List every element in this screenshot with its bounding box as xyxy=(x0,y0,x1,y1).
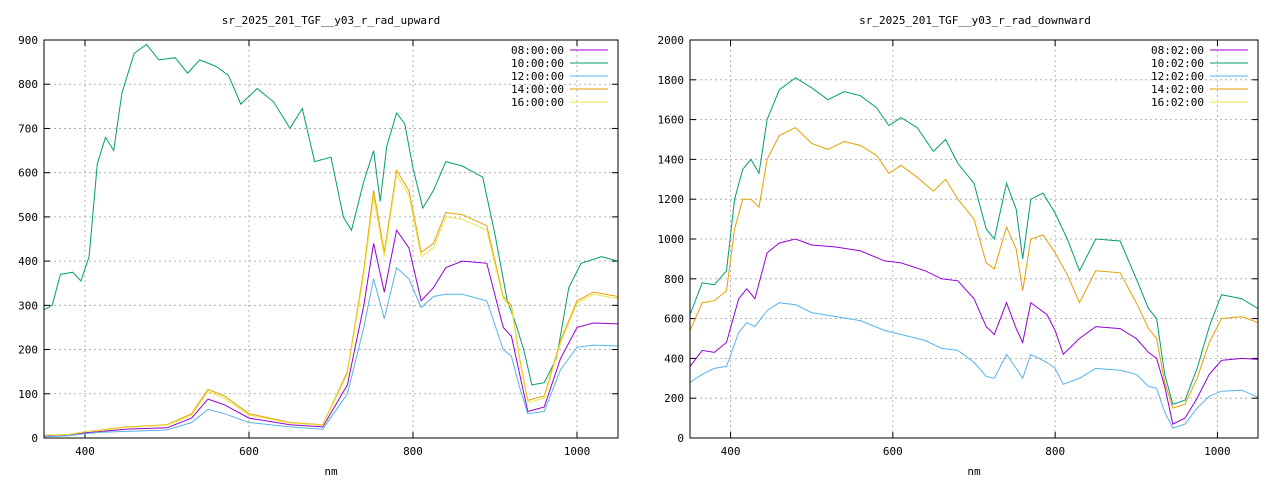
legend-label: 08:02:00 xyxy=(1151,44,1204,57)
series-line-4 xyxy=(690,126,1258,409)
x-tick-label: 1000 xyxy=(1204,445,1231,458)
chart-title: sr_2025_201_TGF__y03_r_rad_downward xyxy=(859,14,1091,27)
x-axis-label: nm xyxy=(324,465,338,478)
legend-label: 08:00:00 xyxy=(511,44,564,57)
y-tick-label: 200 xyxy=(18,344,38,357)
y-tick-label: 600 xyxy=(664,313,684,326)
y-tick-label: 0 xyxy=(677,432,684,445)
y-tick-label: 1000 xyxy=(658,233,685,246)
y-tick-label: 1400 xyxy=(658,153,685,166)
series-line-1 xyxy=(44,228,618,437)
series-line-3 xyxy=(44,266,618,438)
legend-label: 14:02:00 xyxy=(1151,83,1204,96)
y-tick-label: 1200 xyxy=(658,193,685,206)
legend-label: 16:00:00 xyxy=(511,96,564,109)
series-line-4 xyxy=(44,169,618,436)
legend-label: 16:02:00 xyxy=(1151,96,1204,109)
y-tick-label: 500 xyxy=(18,211,38,224)
x-tick-label: 600 xyxy=(883,445,903,458)
y-tick-label: 600 xyxy=(18,167,38,180)
series-line-5 xyxy=(44,173,618,436)
x-tick-label: 800 xyxy=(403,445,423,458)
y-tick-label: 2000 xyxy=(658,34,685,47)
y-tick-label: 400 xyxy=(664,352,684,365)
y-tick-label: 400 xyxy=(18,255,38,268)
y-tick-label: 1800 xyxy=(658,74,685,87)
x-tick-label: 400 xyxy=(721,445,741,458)
series-line-3 xyxy=(690,302,1258,429)
series-line-2 xyxy=(690,77,1258,405)
chart-title: sr_2025_201_TGF__y03_r_rad_upward xyxy=(222,14,441,27)
x-tick-label: 800 xyxy=(1045,445,1065,458)
series-line-2 xyxy=(44,43,618,386)
x-tick-label: 1000 xyxy=(564,445,591,458)
legend-label: 10:00:00 xyxy=(511,57,564,70)
y-tick-label: 800 xyxy=(18,78,38,91)
legend-label: 12:00:00 xyxy=(511,70,564,83)
x-tick-label: 600 xyxy=(239,445,259,458)
chart-panel-2: sr_2025_201_TGF__y03_r_rad_downward 0 200 4… xyxy=(658,14,1259,478)
chart-panel-1: sr_2025_201_TGF__y03_r_rad_upward 0 100 200… xyxy=(18,14,619,478)
x-axis-label: nm xyxy=(967,465,981,478)
y-tick-label: 700 xyxy=(18,122,38,135)
legend-label: 14:00:00 xyxy=(511,83,564,96)
x-tick-label: 400 xyxy=(75,445,95,458)
y-tick-label: 800 xyxy=(664,273,684,286)
y-tick-label: 1600 xyxy=(658,114,685,127)
legend-label: 12:02:00 xyxy=(1151,70,1204,83)
y-tick-label: 300 xyxy=(18,299,38,312)
y-tick-label: 200 xyxy=(664,392,684,405)
y-tick-label: 0 xyxy=(31,432,38,445)
plot-frame xyxy=(43,39,619,439)
series-line-1 xyxy=(690,238,1258,425)
y-tick-label: 900 xyxy=(18,34,38,47)
plot-frame xyxy=(689,39,1259,439)
legend-label: 10:02:00 xyxy=(1151,57,1204,70)
y-tick-label: 100 xyxy=(18,388,38,401)
